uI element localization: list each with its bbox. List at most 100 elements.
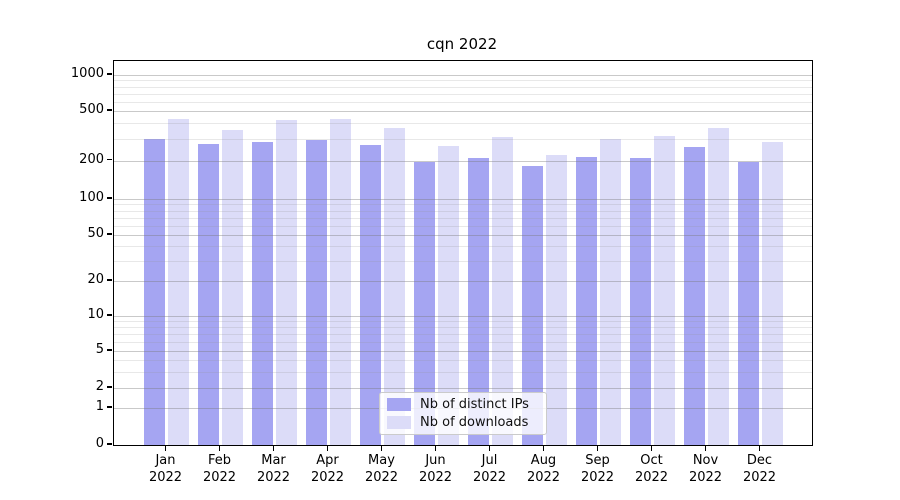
bar-downloads-jan	[167, 118, 190, 445]
x-tick-label: Nov 2022	[688, 453, 723, 485]
gridline-minor	[114, 217, 812, 219]
bar-downloads-dec	[761, 142, 784, 445]
chart-title: cqn 2022	[426, 35, 498, 53]
y-tick-mark	[107, 279, 112, 281]
x-tick-label: Jan 2022	[148, 453, 183, 485]
x-tick-mark	[596, 446, 599, 451]
x-tick-mark	[272, 446, 275, 451]
x-tick-mark	[650, 446, 653, 451]
x-tick-mark	[326, 446, 329, 451]
bar-ips-apr	[305, 140, 328, 445]
bar-ips-may	[359, 145, 382, 445]
x-tick-mark	[758, 446, 761, 451]
y-tick-label: 50	[87, 226, 104, 241]
y-tick-label: 0	[95, 436, 104, 451]
bar-downloads-mar	[275, 120, 298, 445]
gridline-major	[114, 75, 812, 76]
gridline-major	[114, 111, 812, 112]
x-tick-mark	[434, 446, 437, 451]
bar-ips-mar	[251, 142, 274, 445]
gridline-major	[114, 316, 812, 317]
gridline-minor	[114, 327, 812, 329]
bar-ips-nov	[683, 147, 706, 445]
x-tick-label: Aug 2022	[526, 453, 561, 485]
y-tick-label: 1	[95, 399, 104, 414]
gridline-minor	[114, 204, 812, 206]
bar-downloads-oct	[653, 135, 676, 445]
y-tick-label: 1000	[70, 66, 104, 81]
gridline-minor	[114, 321, 812, 323]
x-tick-mark	[164, 446, 167, 451]
bar-downloads-jul	[491, 136, 514, 445]
x-tick-label: Dec 2022	[742, 453, 777, 485]
x-tick-label: May 2022	[364, 453, 399, 485]
legend-swatch-distinct-ips	[387, 398, 411, 411]
gridline-minor	[114, 225, 812, 227]
bar-ips-jan	[143, 138, 166, 445]
y-tick-mark	[107, 197, 112, 199]
legend: Nb of distinct IPs Nb of downloads	[379, 392, 547, 435]
x-tick-mark	[218, 446, 221, 451]
bar-downloads-sep	[599, 138, 622, 445]
gridline-minor	[114, 138, 812, 140]
gridline-minor	[114, 360, 812, 361]
x-tick-label: Apr 2022	[310, 453, 345, 485]
y-tick-label: 2	[95, 379, 104, 394]
x-tick-label: Jul 2022	[472, 453, 507, 485]
legend-label-distinct-ips: Nb of distinct IPs	[420, 397, 529, 412]
y-tick-mark	[107, 443, 112, 445]
y-tick-mark	[107, 73, 112, 75]
legend-item-downloads: Nb of downloads	[380, 415, 546, 430]
gridline-minor	[114, 86, 812, 88]
x-tick-label: Jun 2022	[418, 453, 453, 485]
gridline-minor	[114, 246, 812, 248]
gridline-minor	[114, 371, 812, 373]
gridline-minor	[114, 123, 812, 125]
bar-ips-sep	[575, 156, 598, 445]
bar-ips-aug	[521, 166, 544, 445]
bar-downloads-aug	[545, 155, 568, 445]
gridline-minor	[114, 210, 812, 212]
gridline-major	[114, 351, 812, 352]
gridline-minor	[114, 80, 812, 82]
legend-swatch-downloads	[387, 416, 411, 429]
bar-ips-jun	[413, 161, 436, 445]
y-tick-mark	[107, 406, 112, 408]
x-tick-label: Sep 2022	[580, 453, 615, 485]
y-tick-label: 20	[87, 272, 104, 287]
y-tick-mark	[107, 349, 112, 351]
bar-downloads-jun	[437, 146, 460, 445]
x-tick-mark	[542, 446, 545, 451]
y-tick-mark	[107, 314, 112, 316]
y-tick-mark	[107, 233, 112, 235]
y-tick-mark	[107, 158, 112, 161]
bar-ips-dec	[737, 161, 760, 445]
bar-ips-feb	[197, 144, 220, 445]
bar-downloads-nov	[707, 128, 730, 445]
y-tick-mark	[107, 109, 112, 111]
legend-item-distinct-ips: Nb of distinct IPs	[380, 397, 546, 412]
x-tick-label: Oct 2022	[634, 453, 669, 485]
bar-downloads-may	[383, 128, 406, 445]
x-tick-label: Mar 2022	[256, 453, 291, 485]
gridline-major	[114, 281, 812, 282]
y-tick-mark	[107, 386, 112, 388]
gridline-major	[114, 388, 812, 389]
x-tick-mark	[380, 446, 383, 451]
bar-ips-oct	[629, 157, 652, 445]
legend-label-downloads: Nb of downloads	[420, 415, 529, 430]
plot-area	[113, 60, 813, 446]
x-tick-mark	[704, 446, 707, 451]
gridline-minor	[114, 260, 812, 262]
bar-downloads-apr	[329, 119, 352, 445]
x-tick-label: Feb 2022	[202, 453, 237, 485]
y-tick-label: 5	[95, 342, 104, 357]
gridline-major	[114, 160, 812, 162]
gridline-minor	[114, 101, 812, 103]
gridline-minor	[114, 334, 812, 335]
y-tick-label: 200	[79, 151, 104, 167]
bar-downloads-feb	[221, 129, 244, 445]
y-tick-label: 500	[79, 102, 104, 117]
gridline-minor	[114, 341, 812, 343]
gridline-major	[114, 199, 812, 200]
